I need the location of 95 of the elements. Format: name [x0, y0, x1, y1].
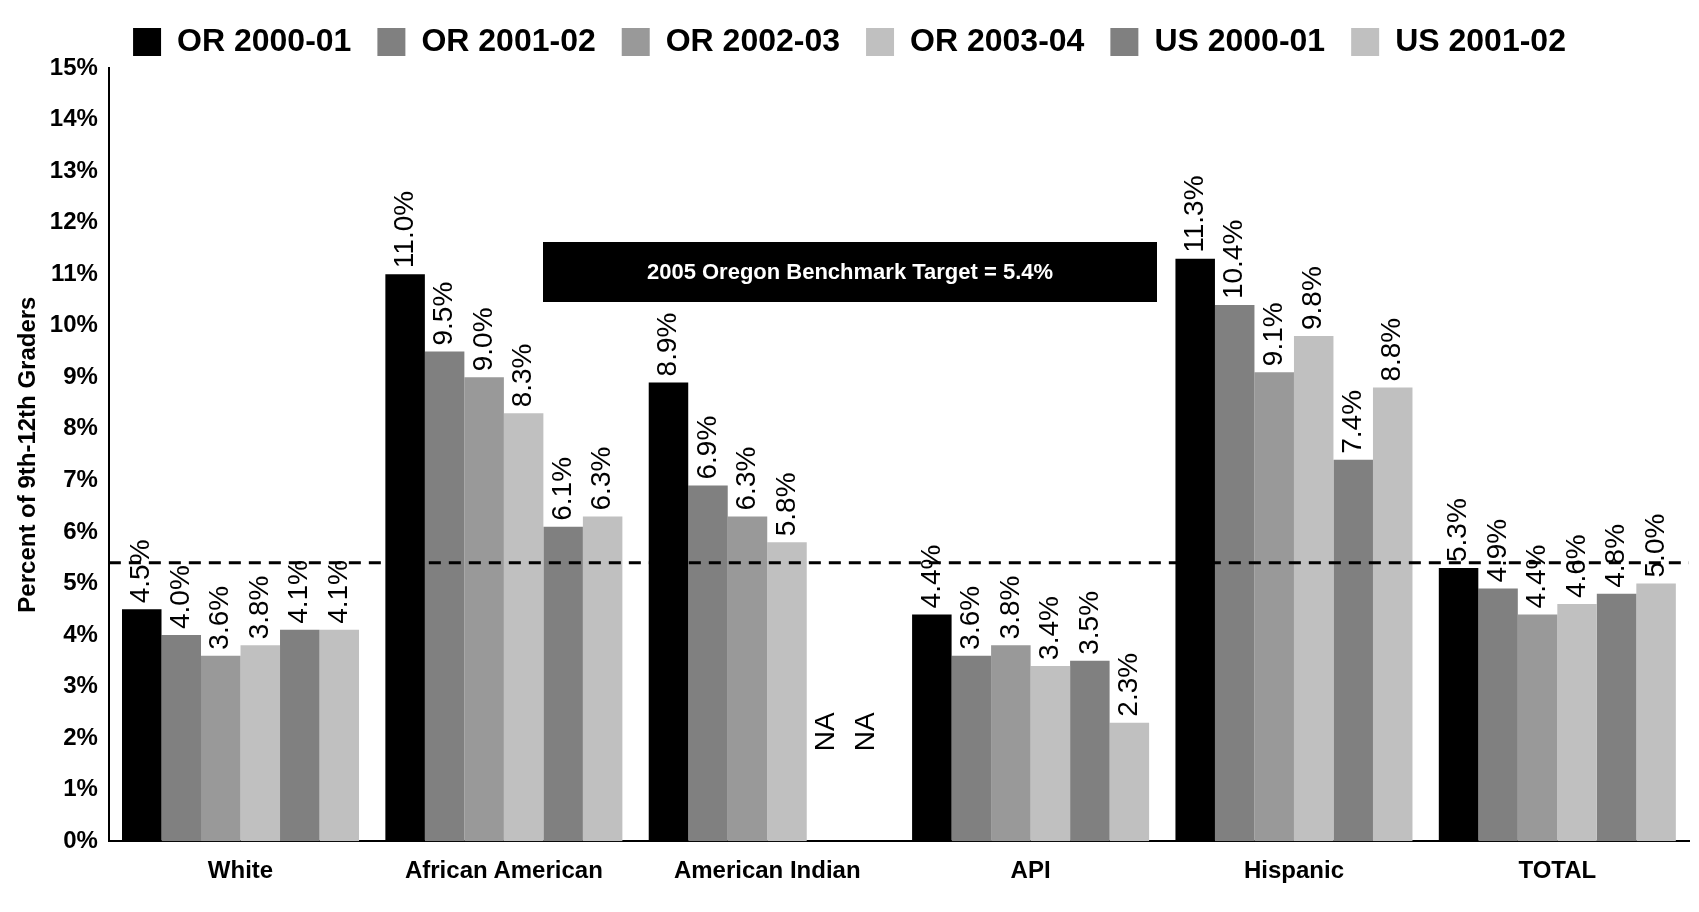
text: NA	[848, 712, 880, 752]
y-tick-label: 6%	[63, 516, 98, 544]
data-label: 9.1%	[1256, 302, 1288, 367]
bar	[543, 526, 583, 842]
x-tick-label: White	[207, 856, 274, 884]
x-tick-label: Hispanic	[1243, 856, 1344, 884]
bar	[1254, 372, 1294, 842]
bar	[1333, 459, 1373, 842]
data-label: 3.8%	[993, 575, 1025, 640]
data-label: 3.4%	[1033, 596, 1065, 660]
data-label: 4.6%	[1559, 534, 1591, 599]
bar	[280, 629, 320, 842]
data-label: 7.4%	[1335, 389, 1367, 454]
data-label: 9.0%	[466, 307, 498, 372]
y-tick-label: 8%	[63, 413, 98, 441]
y-tick-label: 11%	[51, 258, 98, 286]
legend-label: US 2001-02	[1395, 21, 1566, 58]
bar	[503, 413, 544, 842]
y-tick-label: 15%	[49, 52, 98, 80]
data-label: 5.0%	[1638, 513, 1670, 578]
bar	[464, 377, 504, 842]
data-label: 6.3%	[585, 446, 617, 511]
y-tick-label: 5%	[63, 568, 98, 596]
data-label: 5.3%	[1441, 498, 1473, 562]
data-label: 4.4%	[1520, 544, 1552, 609]
data-label: 9.8%	[1296, 266, 1328, 331]
data-label: 9.5%	[427, 281, 459, 346]
bar	[1070, 660, 1110, 842]
legend-label: OR 2001-02	[421, 21, 596, 58]
data-label: 11.3%	[1177, 175, 1209, 253]
data-label: 8.3%	[506, 343, 538, 408]
bar	[1030, 665, 1071, 842]
bar	[1557, 604, 1597, 842]
bar	[1372, 387, 1413, 842]
data-label: 3.6%	[954, 585, 986, 650]
bar	[1109, 722, 1150, 842]
data-label: 6.1%	[545, 456, 577, 521]
data-label: 2.3%	[1112, 652, 1144, 717]
bar	[201, 655, 241, 842]
legend-label: OR 2002-03	[665, 21, 841, 58]
bar	[161, 635, 202, 842]
text: NA	[809, 712, 841, 752]
bar	[1596, 593, 1637, 842]
bar	[688, 485, 728, 842]
y-tick-label: 2%	[63, 722, 98, 750]
bar	[1214, 305, 1255, 842]
bar	[319, 629, 360, 842]
bar	[1636, 583, 1676, 842]
data-label: 3.6%	[203, 585, 235, 650]
data-label: 3.8%	[242, 575, 274, 640]
x-tick-label: API	[1010, 856, 1051, 884]
annotation: 2005 Oregon Benchmark Target = 5.4%	[646, 259, 1054, 285]
y-tick-label: 3%	[63, 671, 98, 699]
x-tick-label: African American	[404, 856, 603, 884]
data-label: 8.8%	[1375, 317, 1407, 382]
bar	[767, 542, 807, 842]
x-tick-label: TOTAL	[1518, 856, 1597, 884]
bar	[424, 351, 465, 842]
data-label: 4.1%	[321, 560, 353, 624]
label-box: 2005 Oregon Benchmark Target = 5.4%	[543, 242, 1157, 302]
bar	[582, 516, 623, 842]
y-tick-label: 14%	[49, 104, 98, 132]
data-label: 11.0%	[387, 190, 419, 269]
data-label: 5.8%	[769, 472, 801, 537]
bar	[240, 645, 281, 842]
y-tick-label: 4%	[63, 619, 98, 647]
data-label: 4.9%	[1480, 518, 1512, 583]
legend-label: US 2000-01	[1154, 21, 1326, 58]
data-label: 3.5%	[1072, 590, 1104, 655]
y-tick-label: 1%	[63, 774, 98, 802]
bar	[727, 516, 768, 842]
data-label: 8.9%	[651, 312, 683, 377]
y-tick-label: 12%	[49, 207, 98, 235]
data-label: 4.0%	[163, 565, 195, 630]
data-label: 4.1%	[282, 560, 314, 624]
data-label: 6.3%	[730, 446, 762, 511]
bar	[1478, 588, 1518, 842]
x-tick-label: American Indian	[673, 856, 861, 884]
bar	[991, 645, 1031, 842]
legend-label: OR 2003-04	[910, 21, 1085, 58]
data-label: 6.9%	[690, 415, 722, 480]
y-axis-title: Percent of 9th-12th Graders	[13, 296, 41, 613]
data-label: 10.4%	[1217, 219, 1249, 300]
legend-label: OR 2000-01	[177, 21, 352, 58]
bar	[951, 655, 992, 842]
bar	[1517, 614, 1558, 842]
y-tick-label: 10%	[49, 310, 98, 338]
y-tick-label: 7%	[63, 465, 98, 492]
data-label: 4.5%	[124, 539, 156, 604]
bar	[1293, 336, 1334, 842]
data-label: 4.4%	[914, 544, 946, 609]
data-label: 4.8%	[1599, 523, 1631, 588]
y-tick-label: 0%	[63, 825, 98, 853]
y-tick-label: 13%	[49, 155, 98, 183]
y-tick-label: 9%	[63, 361, 98, 389]
